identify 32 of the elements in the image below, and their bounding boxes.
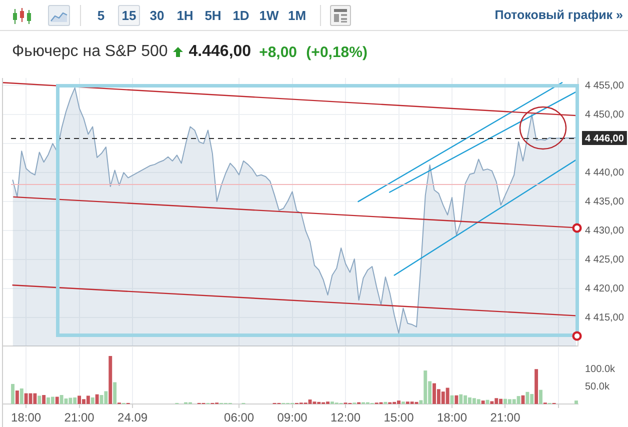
y-tick-label: 100.0k — [585, 364, 616, 376]
text: 1W — [258, 7, 280, 25]
text: 5H — [204, 7, 222, 25]
text: 1M — [286, 7, 308, 25]
x-tick-label: 12:00 — [330, 410, 361, 425]
chart-title: Фьючерс на S&P 500 — [12, 43, 168, 61]
y-tick-label: 50.0k — [585, 381, 610, 392]
y-tick-label: 4 455,00 — [585, 80, 624, 92]
x-tick-label: 09:00 — [277, 410, 308, 425]
x-tick-label: 18:00 — [11, 410, 42, 425]
y-tick-label: 4 440,00 — [585, 167, 624, 178]
y-tick-label: 4 435,00 — [585, 196, 624, 208]
text: 5 — [96, 7, 106, 25]
y-tick-label: 4 450,00 — [585, 109, 624, 120]
text: 15 — [118, 5, 140, 26]
x-tick-label: 24.09 — [118, 410, 148, 425]
text: Потоковый график » — [494, 7, 623, 24]
x-tick-label: 21:00 — [64, 410, 95, 425]
x-tick-label: 21:00 — [490, 410, 521, 425]
text: 1D — [232, 7, 250, 25]
x-tick-label: 15:00 — [384, 410, 414, 425]
y-tick-label: 4 420,00 — [585, 283, 624, 294]
y-tick-label: 4 425,00 — [585, 254, 624, 266]
text: +8,00 (+0,18%) — [259, 44, 368, 60]
text: 30 — [148, 7, 166, 25]
ref-line-label: 4 446,00 — [585, 133, 624, 144]
text: 1H — [176, 7, 194, 25]
x-tick-label: 06:00 — [224, 410, 254, 425]
x-tick-label: 18:00 — [436, 410, 468, 425]
y-tick-label: 4 430,00 — [585, 225, 624, 236]
y-tick-label: 4 415,00 — [585, 312, 624, 324]
chart-subtitle: 4.446,00 — [188, 43, 252, 61]
